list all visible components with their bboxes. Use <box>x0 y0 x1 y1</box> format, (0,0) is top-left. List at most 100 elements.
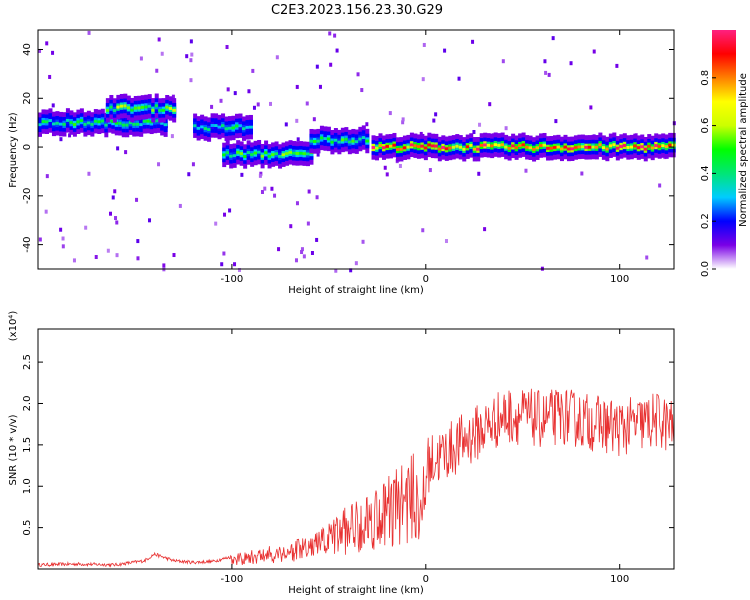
spectrogram-cell <box>636 146 641 150</box>
spectrogram-cell <box>224 127 229 131</box>
spectrogram-cell <box>142 119 147 123</box>
spectrogram-noise-cell <box>233 262 237 267</box>
spectrogram-x-tick-label: -100 <box>221 274 244 285</box>
spectrogram-cell <box>97 120 102 124</box>
spectrogram-cell <box>371 146 376 149</box>
colorbar-axes: 0.0 0.2 0.4 0.6 0.8 <box>700 70 716 277</box>
spectrogram-cell <box>55 121 60 125</box>
spectrogram-noise-cell <box>226 87 230 92</box>
spectrogram-cell <box>231 126 236 130</box>
spectrogram-cell <box>221 124 226 128</box>
spectrogram-noise-cell <box>115 220 119 225</box>
spectrogram-noise-cell <box>148 218 152 223</box>
spectrogram-cell <box>109 105 114 109</box>
spectrogram-noise-cell <box>48 74 52 79</box>
spectrogram-x-label: Height of straight line (km) <box>288 285 424 296</box>
spectrogram-cell <box>584 145 589 149</box>
spectrogram-cell <box>288 150 293 154</box>
spectrogram-noise-cell <box>483 227 487 232</box>
spectrogram-cell <box>229 154 234 158</box>
spectrogram-noise-cell <box>225 44 229 49</box>
spectrogram-x-tick-label: 0 <box>423 274 429 285</box>
spectrogram-noise-cell <box>580 171 584 176</box>
colorbar-tick-label: 0.4 <box>700 165 711 181</box>
spectrogram-cell <box>650 146 655 150</box>
snr-frame <box>37 328 675 570</box>
spectrogram-cell <box>246 151 251 155</box>
spectrogram-noise-cell <box>258 173 262 178</box>
spectrogram-cell <box>222 153 227 157</box>
snr-x-label: Height of straight line (km) <box>288 585 424 596</box>
spectrogram-noise-cell <box>210 104 214 109</box>
spectrogram-cell <box>257 150 262 154</box>
spectrogram-cell <box>130 108 135 112</box>
colorbar-tick-label: 0.8 <box>700 70 711 86</box>
spectrogram-cell <box>112 108 117 112</box>
spectrogram-noise-cell <box>315 195 319 200</box>
spectrogram-cell <box>365 139 370 143</box>
spectrogram-band <box>371 132 676 162</box>
spectrogram-noise-cell <box>333 33 337 38</box>
spectrogram-cell <box>302 152 307 156</box>
spectrogram-cell <box>239 152 244 156</box>
spectrogram-noise-cell <box>385 172 389 177</box>
spectrogram-cell <box>388 144 393 148</box>
spectrogram-noise-cell <box>228 208 232 213</box>
spectrogram-noise-cell <box>295 118 299 123</box>
spectrogram-noise-cell <box>471 39 475 44</box>
spectrogram-cell <box>591 145 596 149</box>
spectrogram-cell <box>378 144 383 147</box>
spectrogram-cell <box>497 143 502 147</box>
spectrogram-noise-cell <box>273 193 277 198</box>
spectrogram-cell <box>483 143 488 147</box>
spectrogram-cell <box>125 123 130 127</box>
spectrogram-cell <box>200 125 205 129</box>
spectrogram-cell <box>271 153 276 157</box>
spectrogram-cell <box>514 146 519 150</box>
spectrogram-noise-cell <box>335 48 339 53</box>
spectrogram-cell <box>518 144 523 148</box>
spectrogram-noise-cell <box>422 42 426 47</box>
spectrogram-cell <box>416 145 421 149</box>
spectrogram-noise-cell <box>328 31 332 36</box>
spectrogram-noise-cell <box>59 227 63 232</box>
spectrogram-panel: -100 0 100 -40 -20 0 20 40 Height of straight l… <box>8 29 676 296</box>
spectrogram-cell <box>260 154 265 158</box>
spectrogram-cell <box>128 121 133 125</box>
spectrogram-cell <box>423 146 428 150</box>
snr-series-line <box>37 388 675 568</box>
spectrogram-noise-cell <box>113 189 117 194</box>
spectrogram-band <box>193 113 253 142</box>
spectrogram-cell <box>114 121 119 125</box>
spectrogram-cell <box>151 108 156 112</box>
spectrogram-cell <box>577 145 582 149</box>
spectrogram-cell <box>434 144 439 148</box>
spectrogram-cell <box>93 119 98 123</box>
spectrogram-cell <box>351 139 356 143</box>
spectrogram-cell <box>65 118 70 122</box>
spectrogram-cell <box>361 136 366 140</box>
spectrogram-noise-cell <box>114 216 118 221</box>
spectrogram-cell <box>622 143 627 147</box>
spectrogram-cell <box>86 121 91 125</box>
spectrogram-noise-cell <box>51 50 55 55</box>
spectrogram-cell <box>539 144 544 148</box>
spectrogram-noise-cell <box>240 172 244 177</box>
spectrogram-cell <box>601 146 606 150</box>
spectrogram-noise-cell <box>300 247 304 252</box>
spectrogram-cell <box>116 105 121 109</box>
spectrogram-noise-cell <box>116 146 120 151</box>
spectrogram-cell <box>661 144 666 148</box>
spectrogram-noise-cell <box>306 221 310 226</box>
spectrogram-cell <box>217 125 222 129</box>
spectrogram-noise-cell <box>544 70 548 75</box>
spectrogram-cell <box>333 138 338 142</box>
spectrogram-cell <box>500 143 505 147</box>
spectrogram-noise-cell <box>421 77 425 82</box>
spectrogram-noise-cell <box>44 209 48 214</box>
spectrogram-cell <box>469 143 474 147</box>
spectrogram-cell <box>511 144 516 148</box>
spectrogram-noise-cell <box>524 168 528 173</box>
spectrogram-cell <box>203 127 208 131</box>
spectrogram-cell <box>340 138 345 142</box>
